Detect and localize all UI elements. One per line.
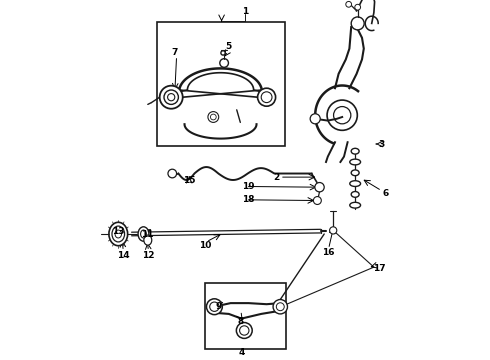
Text: 4: 4	[238, 348, 245, 356]
Circle shape	[310, 114, 320, 124]
Text: 6: 6	[382, 189, 389, 198]
Circle shape	[168, 94, 175, 101]
Circle shape	[355, 4, 361, 10]
Circle shape	[164, 90, 178, 104]
Circle shape	[315, 183, 324, 192]
Ellipse shape	[350, 181, 361, 186]
Ellipse shape	[350, 159, 361, 165]
Ellipse shape	[109, 222, 127, 246]
Text: 7: 7	[172, 48, 178, 57]
Ellipse shape	[351, 170, 359, 176]
Ellipse shape	[350, 202, 361, 208]
Circle shape	[346, 1, 351, 7]
Circle shape	[327, 100, 357, 130]
Ellipse shape	[115, 230, 122, 238]
Circle shape	[334, 107, 351, 124]
Ellipse shape	[112, 226, 124, 242]
Text: 17: 17	[372, 264, 385, 273]
Circle shape	[206, 299, 222, 315]
Circle shape	[351, 17, 364, 30]
Bar	[205, 283, 286, 349]
Text: 13: 13	[112, 227, 124, 236]
Text: 15: 15	[183, 176, 196, 185]
Text: 16: 16	[321, 248, 334, 257]
Circle shape	[314, 197, 321, 204]
Text: 12: 12	[142, 251, 155, 260]
Circle shape	[273, 300, 288, 314]
Ellipse shape	[351, 192, 359, 197]
Ellipse shape	[144, 235, 152, 245]
Circle shape	[168, 169, 176, 178]
Text: 14: 14	[117, 251, 130, 260]
Text: 10: 10	[199, 241, 212, 250]
Text: 2: 2	[273, 173, 280, 182]
Ellipse shape	[138, 227, 149, 241]
Circle shape	[261, 92, 272, 103]
Circle shape	[240, 326, 249, 335]
Text: 11: 11	[141, 230, 153, 239]
Circle shape	[208, 112, 219, 122]
Text: 3: 3	[379, 140, 385, 149]
Bar	[157, 22, 285, 146]
Circle shape	[210, 302, 219, 311]
Ellipse shape	[351, 148, 359, 154]
Text: 19: 19	[242, 182, 254, 191]
Circle shape	[220, 59, 228, 67]
Circle shape	[258, 88, 275, 106]
Text: 8: 8	[237, 317, 244, 325]
Circle shape	[160, 86, 183, 109]
Circle shape	[330, 227, 337, 234]
Circle shape	[221, 51, 225, 55]
Text: 5: 5	[226, 42, 232, 51]
Circle shape	[236, 323, 252, 338]
Ellipse shape	[141, 230, 147, 238]
Text: 1: 1	[242, 7, 248, 16]
Circle shape	[210, 114, 216, 120]
Circle shape	[276, 303, 284, 311]
Text: 18: 18	[242, 195, 254, 204]
Text: 9: 9	[216, 302, 222, 311]
